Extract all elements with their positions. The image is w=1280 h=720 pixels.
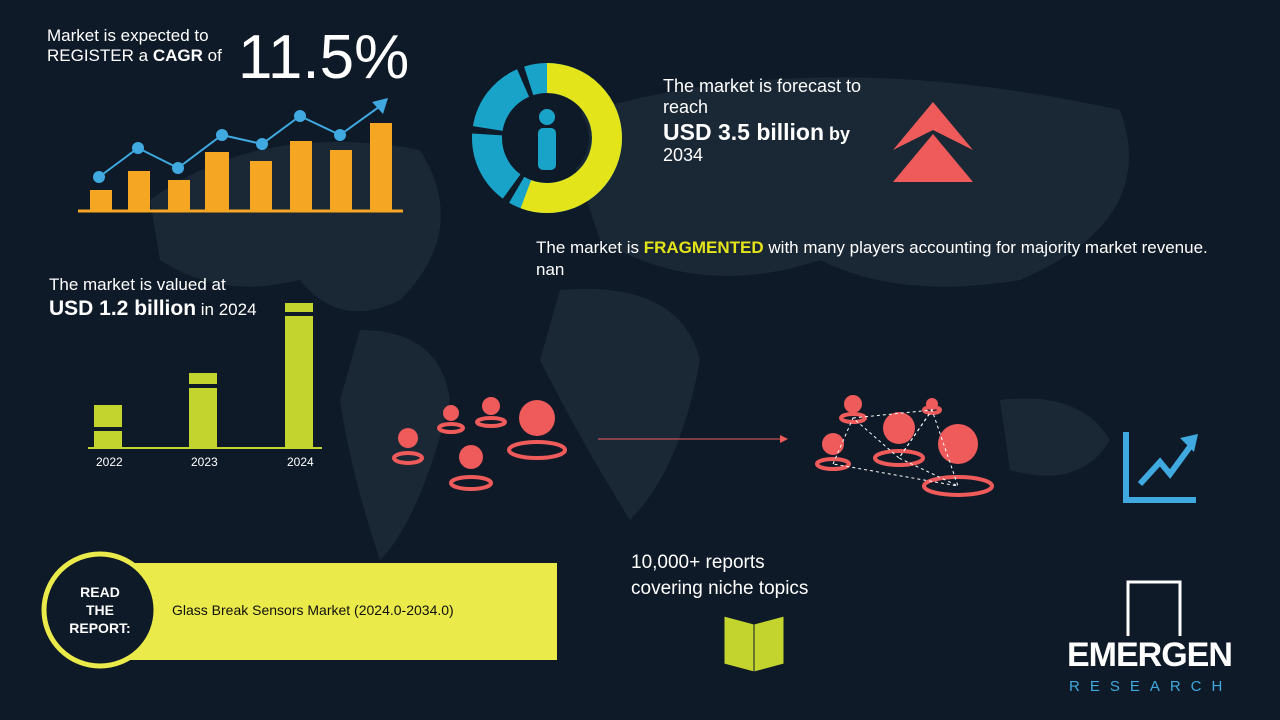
year-label: 2024 bbox=[287, 455, 314, 469]
growth-chart-icon bbox=[78, 98, 403, 213]
reports-text: 10,000+ reports covering niche topics bbox=[631, 550, 808, 602]
text: FRAGMENTED bbox=[643, 238, 764, 257]
text: by bbox=[829, 124, 851, 144]
text: with many players accounting for majorit… bbox=[536, 238, 1208, 279]
forecast-text: The market is forecast to reach USD 3.5 … bbox=[663, 76, 903, 166]
book-icon bbox=[723, 615, 785, 673]
value-bars-icon bbox=[88, 303, 322, 449]
up-arrows bbox=[893, 102, 973, 182]
text: USD 3.5 billion bbox=[663, 119, 825, 145]
cagr-text: Market is expected to REGISTER a CAGR of bbox=[47, 26, 222, 66]
logo-name: EMERGEN bbox=[1067, 636, 1233, 674]
logo-mark bbox=[1126, 580, 1182, 636]
world-map bbox=[150, 77, 1129, 560]
read-banner bbox=[100, 563, 557, 660]
text: The market is forecast to reach bbox=[663, 76, 862, 117]
report-title[interactable]: Glass Break Sensors Market (2024.0-2034.… bbox=[172, 602, 454, 618]
read-label: READ THE REPORT: bbox=[69, 584, 131, 636]
text: The market is valued at bbox=[49, 275, 226, 294]
location-pins bbox=[392, 405, 994, 497]
logo-sub: RESEARCH bbox=[1069, 678, 1233, 695]
valued-text: The market is valued at USD 1.2 billion … bbox=[49, 275, 257, 320]
trend-arrow-head bbox=[1180, 434, 1198, 452]
year-label: 2023 bbox=[191, 455, 218, 469]
trend-icon bbox=[1123, 432, 1196, 503]
text: in 2024 bbox=[200, 300, 257, 319]
text: 2034 bbox=[663, 145, 704, 165]
read-circle bbox=[41, 551, 159, 669]
arrow-head bbox=[780, 435, 788, 443]
fragmented-text: The market is FRAGMENTED with many playe… bbox=[536, 237, 1236, 281]
pin-heads bbox=[398, 395, 978, 469]
text: of bbox=[207, 46, 222, 65]
donut-icon bbox=[472, 63, 622, 213]
text: covering niche topics bbox=[631, 578, 809, 599]
year-label: 2022 bbox=[96, 455, 123, 469]
cagr-value: 11.5% bbox=[238, 23, 410, 92]
text: 10,000+ reports bbox=[631, 552, 765, 573]
text: REGISTER a bbox=[47, 46, 149, 65]
text: Market is expected to bbox=[47, 26, 209, 45]
text: CAGR bbox=[152, 46, 203, 65]
text: The market is bbox=[536, 238, 639, 257]
network-lines bbox=[832, 408, 959, 487]
text: USD 1.2 billion bbox=[49, 297, 197, 320]
